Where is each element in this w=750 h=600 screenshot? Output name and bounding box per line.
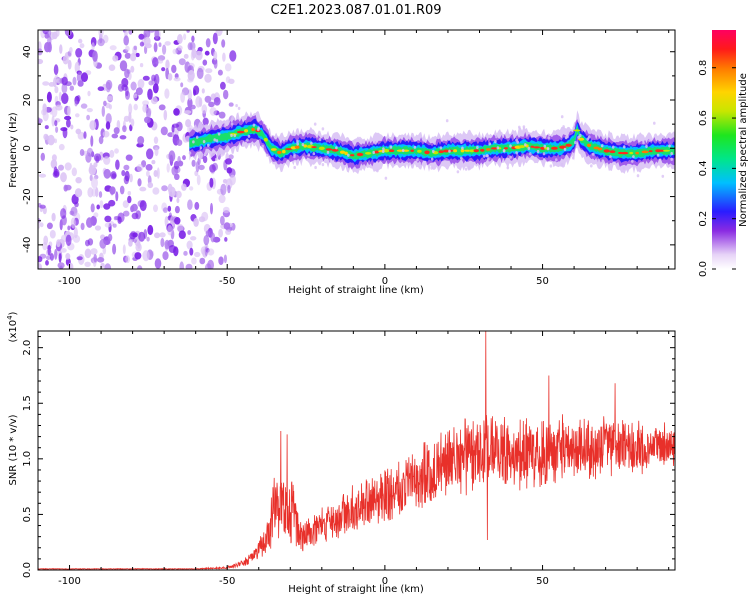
spectrogram-frame: [37, 29, 676, 270]
snr-y-label: SNR (10 * v/v): [8, 414, 19, 485]
snr-frame: [37, 330, 676, 571]
colorbar-tick-label: 0.6: [698, 110, 709, 126]
spectrogram-x-tick-label: -100: [58, 276, 81, 287]
colorbar-tick-label: 0.4: [698, 160, 709, 176]
spectrogram-y-tick-label: -20: [22, 188, 33, 204]
spectrogram-noise-region: [38, 30, 237, 269]
snr-y-tick-label: 2.0: [22, 340, 33, 356]
snr-y-tick-label: 1.5: [22, 395, 33, 411]
colorbar-ticks: 0.0 0.2 0.4 0.6 0.8: [698, 60, 736, 277]
colorbar-tick-label: 0.8: [698, 60, 709, 76]
snr-y-tick-label: 0.0: [22, 562, 33, 578]
spectrogram-y-label: Frequency (Hz): [8, 112, 19, 188]
snr-panel: -100 -50 0 50 0.0 0.5 1.0 1.5 2.0 Height of stra…: [6, 311, 676, 595]
colorbar-label: Normalized spectral amplitude: [738, 73, 749, 227]
spectrogram-ridge: [188, 104, 675, 180]
spectrogram-y-tick-label: 20: [22, 94, 33, 107]
snr-series-line: [38, 331, 675, 570]
figure-title: C2E1.2023.087.01.01.R09: [270, 3, 441, 18]
snr-x-tick-label: -100: [58, 576, 81, 587]
spectrogram-y-tick-label: 40: [22, 45, 33, 58]
snr-ticks: -100 -50 0 50 0.0 0.5 1.0 1.5 2.0: [22, 331, 675, 587]
spectrogram-y-tick-label: -40: [22, 237, 33, 253]
colorbar: 0.0 0.2 0.4 0.6 0.8 Normalized spectral ampl…: [698, 30, 749, 277]
spectrogram-x-tick-label: 50: [536, 276, 549, 287]
spectrogram-x-tick-label: -50: [219, 276, 235, 287]
spectrogram-image: [38, 30, 675, 269]
snr-y-multiplier: (x104): [6, 311, 19, 342]
snr-x-label: Height of straight line (km): [288, 584, 424, 595]
spectrogram-ticks: -100 -50 0 50 40 20 0 -20 -40: [22, 30, 675, 287]
spectrogram-panel: -100 -50 0 50 40 20 0 -20 -40 Height of straight…: [8, 29, 676, 296]
colorbar-tick-label: 0.0: [698, 261, 709, 277]
spectrogram-y-tick-label: 0: [22, 145, 33, 151]
snr-y-tick-label: 1.0: [22, 451, 33, 467]
snr-x-tick-label: 0: [382, 576, 388, 587]
colorbar-tick-label: 0.2: [698, 211, 709, 227]
colorbar-gradient: [712, 30, 736, 269]
spectrogram-x-label: Height of straight line (km): [288, 285, 424, 296]
snr-x-tick-label: -50: [219, 576, 235, 587]
snr-x-tick-label: 50: [536, 576, 549, 587]
snr-y-tick-label: 0.5: [22, 506, 33, 522]
spectrogram-x-tick-label: 0: [382, 276, 388, 287]
